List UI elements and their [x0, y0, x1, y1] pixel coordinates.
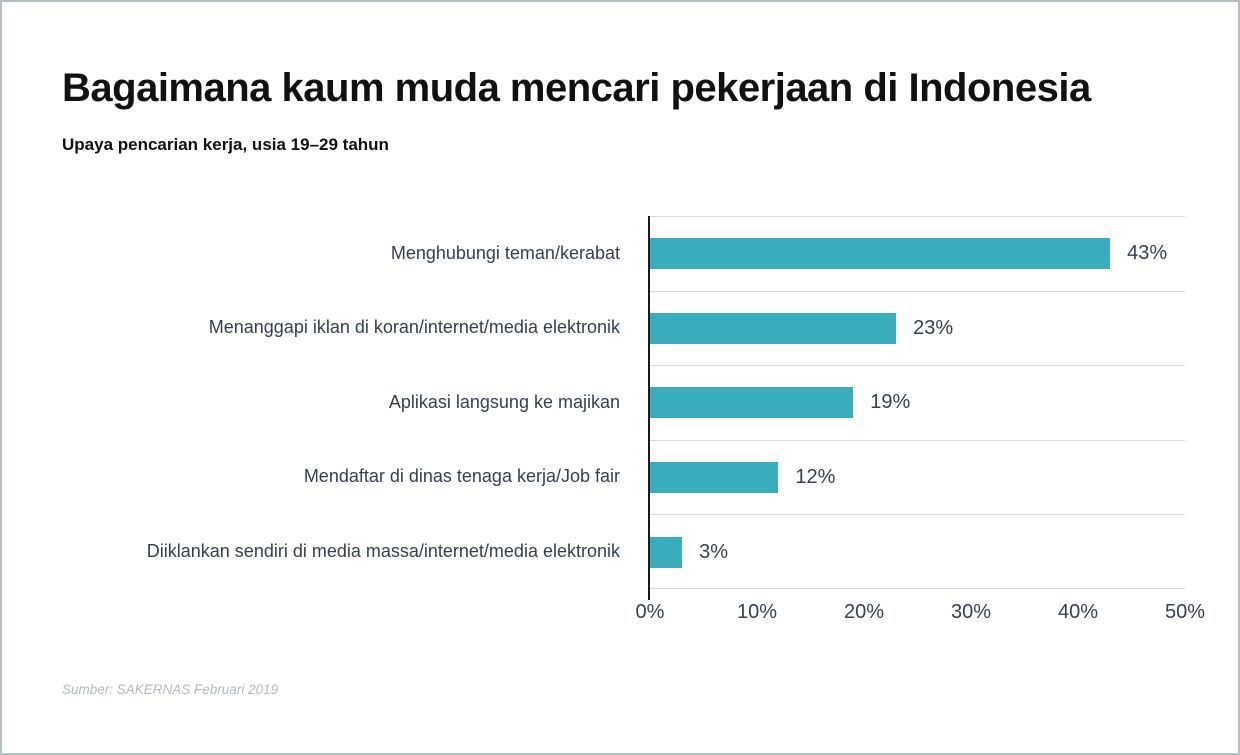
source-note: Sumber: SAKERNAS Februari 2019 [62, 682, 279, 697]
bar-row: 23% [650, 290, 1185, 366]
x-axis-tick-label: 30% [950, 601, 992, 623]
category-label: Mendaftar di dinas tenaga kerja/Job fair [303, 466, 620, 487]
x-axis-tick-label: 10% [736, 601, 778, 623]
page-subtitle: Upaya pencarian kerja, usia 19–29 tahun [62, 135, 389, 154]
category-label-row: Diiklankan sendiri di media massa/intern… [2, 514, 620, 589]
category-label: Menghubungi teman/kerabat [390, 242, 620, 263]
category-label-row: Aplikasi langsung ke majikan [2, 365, 620, 440]
bar [650, 238, 1111, 270]
category-label: Menanggapi iklan di koran/internet/media… [208, 317, 620, 338]
bar-row: 19% [650, 365, 1185, 440]
value-label: 12% [795, 466, 836, 489]
y-axis-line [648, 216, 650, 600]
value-label: 19% [870, 391, 911, 414]
category-label: Diiklankan sendiri di media massa/intern… [146, 540, 620, 561]
x-axis-tick-label: 50% [1164, 601, 1206, 623]
bar [650, 536, 683, 568]
category-label-row: Mendaftar di dinas tenaga kerja/Job fair [2, 440, 620, 515]
value-label: 43% [1127, 242, 1168, 265]
value-label: 3% [699, 540, 728, 563]
page-title: Bagaimana kaum muda mencari pekerjaan di… [62, 66, 1091, 110]
x-axis-tick-label: 20% [843, 601, 885, 623]
value-label: 23% [913, 316, 954, 339]
category-label-row: Menghubungi teman/kerabat [2, 216, 620, 291]
bar-row: 12% [650, 439, 1185, 515]
x-axis-tick-label: 40% [1057, 601, 1099, 623]
bar [650, 462, 779, 494]
x-axis-tick-label: 0% [635, 601, 665, 623]
bar-row: 43% [650, 216, 1185, 291]
category-label: Aplikasi langsung ke majikan [388, 391, 620, 412]
category-label-row: Menanggapi iklan di koran/internet/media… [2, 291, 620, 366]
x-axis-tick-labels: 0% 10% 20% 30% 40% 50% [636, 601, 1205, 625]
bar [650, 387, 854, 419]
bar [650, 312, 897, 344]
bar-row: 3% [650, 514, 1185, 589]
bar-chart-plot-area: 43% 23% 19% 12% 3% [650, 216, 1185, 589]
category-labels: Menghubungi teman/kerabat Menanggapi ikl… [2, 216, 620, 589]
